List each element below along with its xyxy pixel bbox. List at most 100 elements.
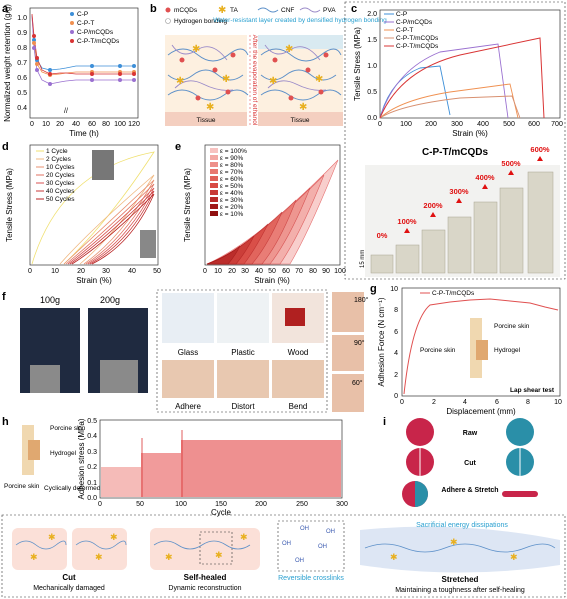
panel-h-ytick: 0.5 <box>87 418 97 425</box>
weight-can-100 <box>30 365 60 393</box>
stretch-title: Stretched <box>442 575 479 584</box>
h-label-porcine-bottom: Porcine skin <box>4 483 40 490</box>
panel-c-ytick: 0.5 <box>367 89 377 96</box>
legend-item: ε = 20% <box>220 204 244 211</box>
panel-h-xtick: 50 <box>136 501 144 508</box>
row-adhere-stretch: Adhere & Stretch <box>441 487 498 494</box>
panel-a-ytick: 0.8 <box>17 45 27 52</box>
panel-h-ytick: 0.3 <box>87 449 97 456</box>
panel-h-xlabel: Cycle <box>211 508 232 517</box>
panel-e-xtick: 100 <box>334 268 346 275</box>
panel-h-label: h <box>2 416 9 428</box>
panel-a-ytick: 0.9 <box>17 30 27 37</box>
panel-a-legend: C-P C-P-T C-P/mCQDs C-P-T/mCQDs <box>70 11 120 45</box>
legend-item: C-P/mCQDs <box>77 29 114 36</box>
svg-text:✱: ✱ <box>206 102 214 113</box>
strain-label: 500% <box>501 159 521 168</box>
wood-block <box>285 308 305 326</box>
legend-item: C-P-T <box>77 20 94 27</box>
legend-item: CNF <box>281 7 294 14</box>
svg-text:✱: ✱ <box>176 76 184 87</box>
label-plastic: Plastic <box>231 348 255 357</box>
panel-a-xlabel: Time (h) <box>69 129 99 138</box>
strain-label: 100% <box>397 217 417 226</box>
panel-a-axes <box>29 7 139 119</box>
panel-c-ytick: 0.0 <box>367 115 377 122</box>
photo-plastic <box>217 293 269 343</box>
panel-c-ytick: 2.0 <box>367 11 377 18</box>
legend-item: ε = 50% <box>220 183 244 190</box>
cycles-band-3 <box>181 440 341 497</box>
h-label-cyclic: Cyclically deformed <box>44 485 101 492</box>
scale-label: 15 mm <box>360 250 366 268</box>
legend-item: C-P-T <box>396 27 413 34</box>
panel-a-xtick: 40 <box>72 121 80 128</box>
strain-label: 200% <box>423 201 443 210</box>
svg-text:✱: ✱ <box>510 552 518 562</box>
panel-h: h Porcine skin Hydrogel Porcine skin Cyc… <box>2 416 348 517</box>
loading-loops <box>206 159 339 265</box>
stretched-piece <box>360 526 560 573</box>
panel-c-legend: C-P C-P/mCQDs C-P-T C-P-T/mCQDs C-P-T/mC… <box>384 11 439 50</box>
panel-d-photo-top <box>92 150 114 180</box>
cycles-band-1 <box>101 467 141 497</box>
svg-text:✱: ✱ <box>390 552 398 562</box>
stretched-samples <box>370 171 554 274</box>
panel-g-ytick: 4 <box>394 350 398 357</box>
label-glass: Glass <box>178 348 198 357</box>
cut-title: Cut <box>62 573 76 582</box>
panel-e-xtick: 20 <box>228 268 236 275</box>
label-lap-shear: Lap shear test <box>510 387 555 394</box>
svg-text:✱: ✱ <box>240 532 248 542</box>
panel-e-xtick: 40 <box>255 268 263 275</box>
photo-distort <box>217 360 269 398</box>
strain-arrows <box>404 156 543 233</box>
panel-d-xtick: 0 <box>28 268 32 275</box>
panel-h-xtick: 300 <box>336 501 348 508</box>
panel-g-ytick: 2 <box>394 372 398 379</box>
h-label-porcine-top: Porcine skin <box>50 425 86 432</box>
cut-subtitle: Mechanically damaged <box>33 585 105 592</box>
legend-item: 50 Cycles <box>46 196 75 203</box>
panel-g-xtick: 2 <box>432 399 436 406</box>
legend-item: 30 Cycles <box>46 180 75 187</box>
label-bend: Bend <box>289 402 308 411</box>
sacrificial-label: Sacrificial energy dissipations <box>416 522 508 529</box>
panel-b-label: b <box>150 3 157 15</box>
panel-b-legend: mCQDs ✱ TA CNF PVA Hydrogen bonding <box>165 5 336 25</box>
panel-h-xtick: 150 <box>215 501 227 508</box>
row-raw: Raw <box>463 430 478 437</box>
panel-d-photo-bottom <box>140 230 156 258</box>
panel-g-ytick: 10 <box>390 286 398 293</box>
svg-text:✱: ✱ <box>218 5 226 16</box>
strain-labels: 0% 100% 200% 300% 400% 500% 600% <box>377 145 550 240</box>
panel-f: f 100g 200g Glass Plastic Wood Adhere Di… <box>2 289 369 413</box>
svg-text:✱: ✱ <box>215 550 223 560</box>
panel-d-xtick: 40 <box>128 268 136 275</box>
weight-can-200 <box>100 360 138 393</box>
panel-a-xtick: 120 <box>128 121 140 128</box>
panel-g-label: g <box>370 283 377 295</box>
label-porcine-top: Porcine skin <box>494 323 530 330</box>
panel-g-xtick: 0 <box>400 399 404 406</box>
weight-100: 100g <box>40 295 60 305</box>
bottom-schematic: ✱ ✱ ✱ ✱ Cut Mechanically damaged ✱ ✱ ✱ Self-h… <box>1 514 566 598</box>
strain-label: 0% <box>377 231 388 240</box>
panel-e-xtick: 90 <box>322 268 330 275</box>
panel-a-ytick: 0.4 <box>17 105 27 112</box>
panel-g-xtick: 8 <box>526 399 530 406</box>
hysteresis-loops <box>31 151 155 265</box>
crosslink-zoom <box>277 520 345 572</box>
water-resistant-layer <box>258 35 343 49</box>
legend-item: C-P <box>77 11 88 18</box>
strain-label: 600% <box>530 145 550 154</box>
label-porcine-bottom: Porcine skin <box>420 347 456 354</box>
series-cptmcqds-line <box>31 13 134 75</box>
angle-180: 180° <box>354 296 369 304</box>
panel-c: c Tensile Stress (MPa) Strain (%) 0.0 0.… <box>344 1 566 280</box>
label-hydrogel: Hydrogel <box>494 347 521 354</box>
panel-c-photo-title: C-P-T/mCQDs <box>422 147 489 158</box>
panel-d-label: d <box>2 141 9 153</box>
panel-e-axes <box>204 144 341 266</box>
panel-a-xtick: 80 <box>102 121 110 128</box>
